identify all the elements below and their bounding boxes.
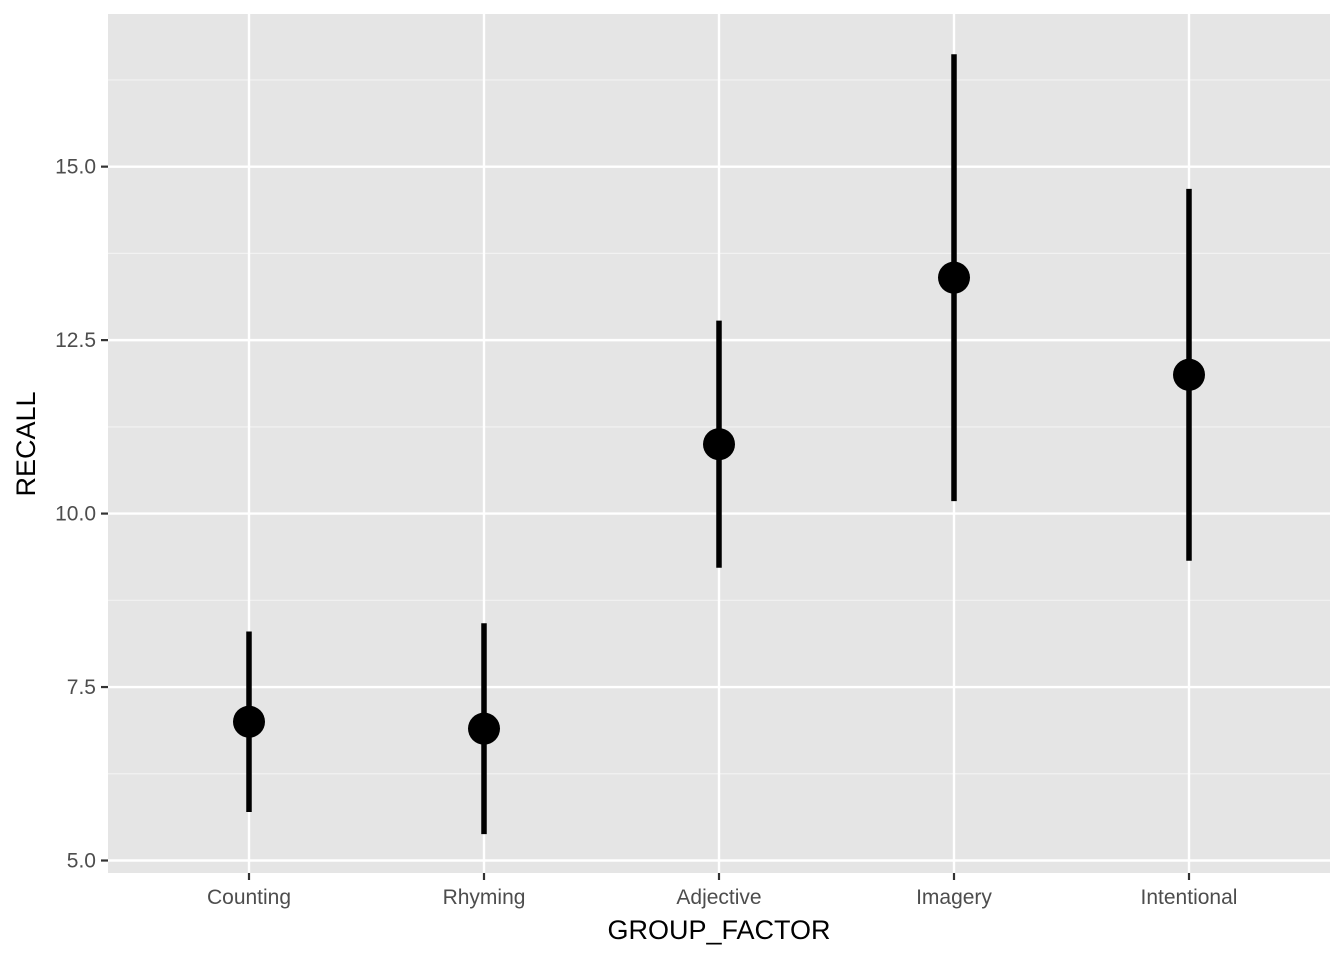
y-tick-labels: 5.0 7.5 10.0 12.5 15.0	[55, 156, 96, 873]
y-tick-label: 7.5	[67, 676, 96, 699]
data-point	[1173, 358, 1205, 391]
y-axis-title: RECALL	[11, 391, 41, 496]
data-point	[233, 705, 265, 738]
y-tick-label: 5.0	[67, 850, 96, 873]
x-tick-label: Intentional	[1141, 886, 1238, 909]
y-tick-label: 15.0	[55, 156, 96, 179]
x-tick-label: Adjective	[676, 886, 761, 909]
axis-ticks	[101, 165, 1191, 880]
data-point	[468, 712, 500, 745]
x-tick-label: Counting	[207, 886, 291, 909]
y-tick-label: 10.0	[55, 503, 96, 526]
y-tick-label: 12.5	[55, 329, 96, 352]
x-tick-label: Rhyming	[443, 886, 526, 909]
x-tick-label: Imagery	[916, 886, 992, 909]
data-marks	[233, 54, 1205, 835]
x-axis-title: GROUP_FACTOR	[607, 915, 830, 945]
x-tick-labels: Counting Rhyming Adjective Imagery Intention…	[207, 886, 1237, 909]
data-point	[938, 261, 970, 294]
data-point	[703, 428, 735, 461]
